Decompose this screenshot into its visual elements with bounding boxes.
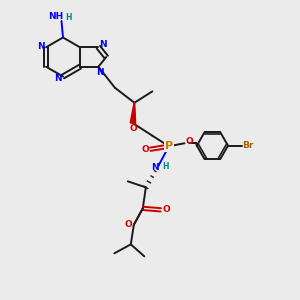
Polygon shape <box>130 103 136 123</box>
Text: H: H <box>163 162 169 171</box>
Text: N: N <box>54 74 61 82</box>
Text: O: O <box>129 124 137 133</box>
Text: NH: NH <box>49 12 64 21</box>
Text: O: O <box>162 205 170 214</box>
Text: N: N <box>96 68 104 77</box>
Text: N: N <box>151 163 159 172</box>
Text: O: O <box>125 220 133 229</box>
Text: Br: Br <box>242 141 254 150</box>
Text: O: O <box>186 137 194 146</box>
Text: N: N <box>37 42 44 51</box>
Text: N: N <box>99 40 107 49</box>
Text: P: P <box>165 141 173 151</box>
Text: O: O <box>141 145 149 154</box>
Text: H: H <box>65 13 71 22</box>
